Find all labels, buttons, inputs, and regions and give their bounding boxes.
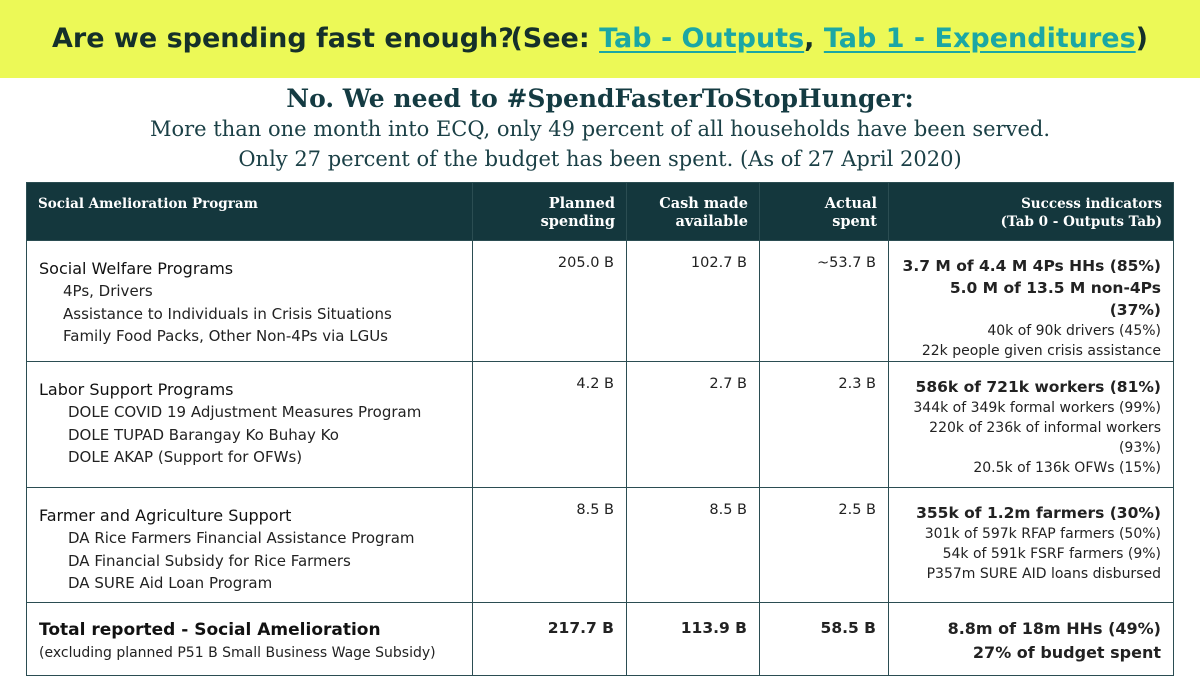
program-cell: Social Welfare Programs 4Ps, Drivers Ass… <box>26 240 473 362</box>
success-detail: 54k of 591k FSRF farmers (9%) <box>942 546 1161 562</box>
program-item: 4Ps, Drivers <box>63 282 153 300</box>
total-cell: Total reported - Social Amelioration (ex… <box>26 602 473 676</box>
program-title: Farmer and Agriculture Support <box>39 506 292 525</box>
cash-value: 102.7 B <box>626 240 760 362</box>
program-item: DA Financial Subsidy for Rice Farmers <box>68 551 351 570</box>
total-success: 27% of budget spent <box>972 643 1161 662</box>
program-item: Assistance to Individuals in Crisis Situ… <box>63 304 392 323</box>
program-item: DOLE AKAP (Support for OFWs) <box>68 448 303 466</box>
program-item: DOLE TUPAD Barangay Ko Buhay Ko <box>68 425 339 444</box>
program-item: DA SURE Aid Loan Program <box>68 574 273 592</box>
program-cell: Labor Support Programs DOLE COVID 19 Adj… <box>26 361 473 488</box>
total-success-cell: 8.8m of 18m HHs (49%) 27% of budget spen… <box>888 602 1174 676</box>
cash-value: 2.7 B <box>626 361 760 488</box>
total-success: 8.8m of 18m HHs (49%) <box>947 619 1161 638</box>
success-detail: 40k of 90k drivers (45%) <box>987 323 1161 339</box>
total-cash: 113.9 B <box>626 602 760 676</box>
header-planned: Planned spending <box>472 182 627 241</box>
banner-see-links: (See: Tab - Outputs, Tab 1 - Expenditure… <box>510 23 1148 54</box>
total-actual: 58.5 B <box>759 602 889 676</box>
subline-budget: Only 27 percent of the budget has been s… <box>238 147 962 171</box>
planned-value: 205.0 B <box>472 240 627 362</box>
planned-value: 4.2 B <box>472 361 627 488</box>
success-cell: 586k of 721k workers (81%) 344k of 349k … <box>888 361 1174 488</box>
actual-value: 2.3 B <box>759 361 889 488</box>
cash-value: 8.5 B <box>626 487 760 603</box>
table-row-farmer-support: Farmer and Agriculture Support DA Rice F… <box>26 487 1174 603</box>
total-title: Total reported - Social Amelioration <box>39 620 381 640</box>
success-bold: 586k of 721k workers (81%) <box>915 378 1161 396</box>
see-suffix: ) <box>1135 23 1148 54</box>
link-tab-expenditures[interactable]: Tab 1 - Expenditures <box>823 23 1136 54</box>
link-tab-outputs[interactable]: Tab - Outputs <box>599 23 805 54</box>
program-cell: Farmer and Agriculture Support DA Rice F… <box>26 487 473 603</box>
total-note: (excluding planned P51 B Small Business … <box>39 645 436 661</box>
header-cash: Cash made available <box>626 182 760 241</box>
program-item: DOLE COVID 19 Adjustment Measures Progra… <box>68 403 422 421</box>
program-title: Social Welfare Programs <box>39 259 234 278</box>
program-item: Family Food Packs, Other Non-4Ps via LGU… <box>63 327 388 345</box>
banner-question: Are we spending fast enough? <box>52 23 514 54</box>
table-row-social-welfare: Social Welfare Programs 4Ps, Drivers Ass… <box>26 240 1174 362</box>
success-cell: 355k of 1.2m farmers (30%) 301k of 597k … <box>888 487 1174 603</box>
top-banner: Are we spending fast enough? (See: Tab -… <box>0 0 1200 78</box>
total-planned: 217.7 B <box>472 602 627 676</box>
headline: No. We need to #SpendFasterToStopHunger: <box>286 84 914 113</box>
program-item: DA Rice Farmers Financial Assistance Pro… <box>68 529 415 547</box>
success-detail: 22k people given crisis assistance <box>921 343 1161 359</box>
program-title: Labor Support Programs <box>39 380 234 399</box>
success-cell: 3.7 M of 4.4 M 4Ps HHs (85%) 5.0 M of 13… <box>888 240 1174 362</box>
header-actual: Actual spent <box>759 182 889 241</box>
actual-value: ~53.7 B <box>759 240 889 362</box>
success-detail: 220k of 236k of informal workers (93%) <box>929 420 1161 456</box>
link-separator: , <box>804 23 824 54</box>
success-detail: 344k of 349k formal workers (99%) <box>913 400 1161 416</box>
spending-table: Social Amelioration Program Planned spend… <box>26 182 1174 676</box>
subline-households: More than one month into ECQ, only 49 pe… <box>150 117 1050 141</box>
header-success: Success indicators (Tab 0 - Outputs Tab) <box>888 182 1174 241</box>
table-row-total: Total reported - Social Amelioration (ex… <box>26 602 1174 676</box>
success-detail: P357m SURE AID loans disbursed <box>926 566 1161 582</box>
success-bold: 355k of 1.2m farmers (30%) <box>916 504 1161 522</box>
success-bold: 5.0 M of 13.5 M non-4Ps (37%) <box>949 279 1161 319</box>
success-bold: 3.7 M of 4.4 M 4Ps HHs (85%) <box>902 257 1161 275</box>
success-detail: 301k of 597k RFAP farmers (50%) <box>924 526 1161 542</box>
header-program: Social Amelioration Program <box>26 182 473 241</box>
actual-value: 2.5 B <box>759 487 889 603</box>
planned-value: 8.5 B <box>472 487 627 603</box>
success-detail: 20.5k of 136k OFWs (15%) <box>973 460 1161 476</box>
table-header-row: Social Amelioration Program Planned spend… <box>26 182 1174 241</box>
table-row-labor-support: Labor Support Programs DOLE COVID 19 Adj… <box>26 361 1174 488</box>
see-prefix: (See: <box>510 23 600 54</box>
